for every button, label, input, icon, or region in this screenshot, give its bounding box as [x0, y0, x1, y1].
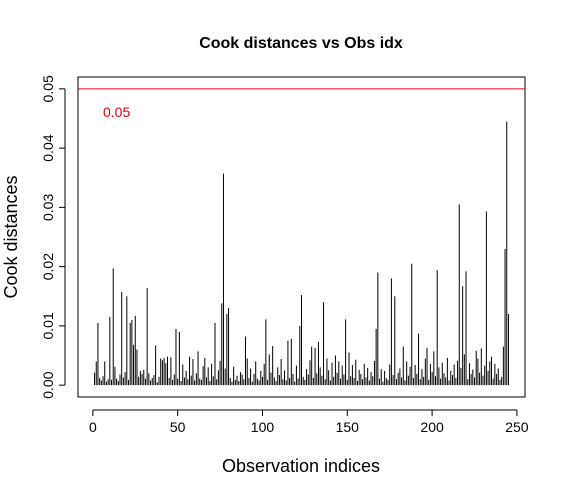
y-tick-label: 0.03	[40, 194, 56, 221]
x-tick-label: 50	[170, 419, 186, 435]
plot-frame	[77, 76, 526, 398]
x-axis-label: Observation indices	[222, 456, 380, 476]
x-tick-label: 100	[251, 419, 275, 435]
chart-title: Cook distances vs Obs idx	[199, 35, 403, 52]
y-tick-label: 0.00	[40, 371, 56, 398]
x-tick-label: 0	[89, 419, 97, 435]
x-tick-label: 250	[505, 419, 529, 435]
y-tick-label: 0.02	[40, 253, 56, 280]
reference-label: 0.05	[103, 104, 130, 120]
x-tick-label: 200	[420, 419, 444, 435]
y-axis-label: Cook distances	[1, 175, 21, 298]
y-tick-label: 0.05	[40, 75, 56, 102]
y-tick-label: 0.01	[40, 312, 56, 339]
x-tick-label: 150	[336, 419, 360, 435]
y-tick-label: 0.04	[40, 134, 56, 161]
